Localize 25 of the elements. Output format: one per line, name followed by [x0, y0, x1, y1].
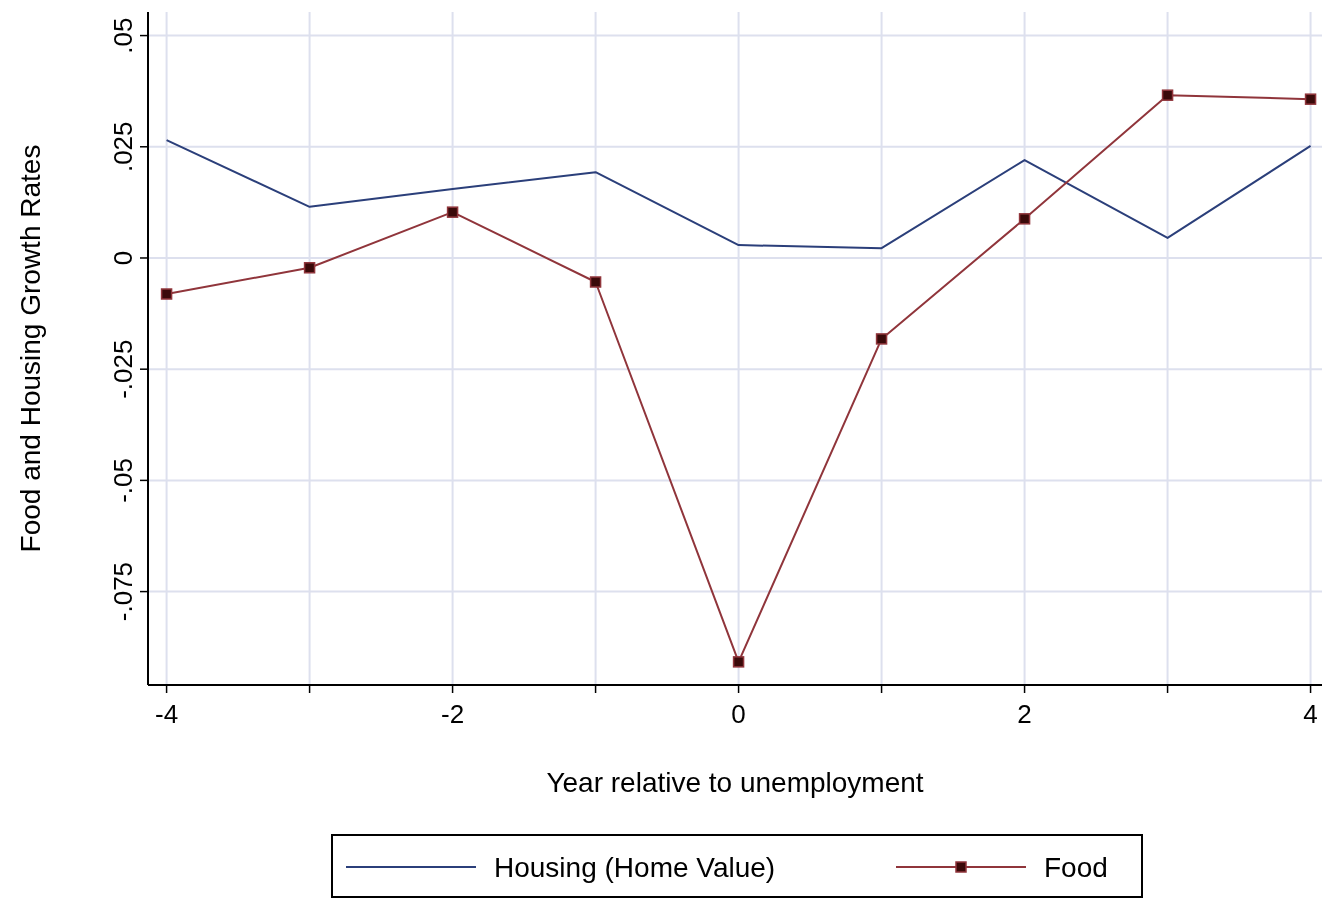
y-tick-label: -.05 — [108, 457, 138, 503]
x-tick-label: -2 — [441, 699, 465, 729]
point — [446, 206, 459, 218]
x-axis-title: Year relative to unemployment — [546, 767, 924, 798]
point — [589, 276, 602, 288]
y-tick-label: -.075 — [108, 561, 138, 622]
y-axis-title: Food and Housing Growth Rates — [15, 144, 46, 553]
x-tick-label: 2 — [1017, 699, 1032, 729]
y-tick-label: -.025 — [108, 339, 138, 399]
point — [1018, 213, 1031, 225]
x-tick-label: 0 — [731, 699, 746, 729]
y-tick-label: 0 — [108, 250, 138, 266]
point — [160, 288, 173, 300]
legend-label: Food — [1044, 852, 1108, 883]
legend-label: Housing (Home Value) — [494, 852, 776, 883]
point — [1304, 93, 1317, 105]
point — [732, 656, 745, 668]
x-tick-label: -4 — [155, 699, 179, 729]
point — [1161, 89, 1174, 101]
point — [875, 333, 888, 345]
y-tick-label: .025 — [108, 121, 138, 173]
line-series — [165, 139, 1312, 250]
y-tick-label: .05 — [108, 17, 138, 54]
point — [303, 262, 316, 274]
x-tick-label: 4 — [1303, 699, 1318, 729]
